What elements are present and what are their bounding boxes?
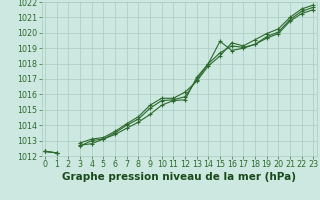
X-axis label: Graphe pression niveau de la mer (hPa): Graphe pression niveau de la mer (hPa) bbox=[62, 172, 296, 182]
